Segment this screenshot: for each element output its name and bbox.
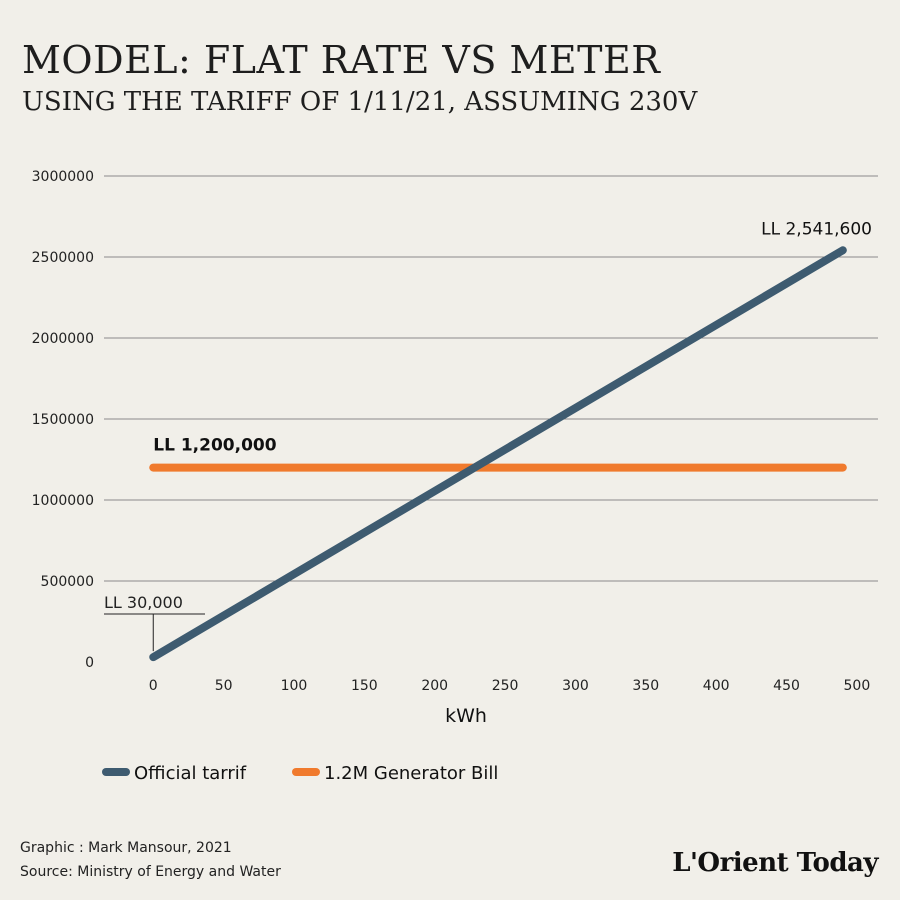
y-tick-label: 0: [85, 655, 94, 671]
x-axis-label: kWh: [445, 705, 487, 727]
y-tick-label: 1000000: [32, 493, 94, 509]
source-note: Source: Ministry of Energy and Water: [20, 864, 281, 880]
chart-title: MODEL: FLAT RATE VS METER: [22, 38, 661, 82]
x-tick-label: 200: [421, 678, 448, 694]
x-tick-label: 0: [149, 678, 158, 694]
x-tick-label: 250: [492, 678, 519, 694]
y-tick-label: 2500000: [32, 250, 94, 266]
annotation-label: LL 2,541,600: [761, 219, 872, 239]
y-tick-label: 2000000: [32, 331, 94, 347]
x-tick-label: 150: [351, 678, 378, 694]
y-tick-label: 3000000: [32, 169, 94, 185]
x-tick-label: 400: [703, 678, 730, 694]
y-tick-label: 1500000: [32, 412, 94, 428]
x-tick-label: 50: [215, 678, 233, 694]
annotation-label: LL 30,000: [104, 593, 183, 612]
legend-label: Official tarrif: [134, 763, 247, 784]
x-tick-label: 100: [281, 678, 308, 694]
x-tick-label: 450: [773, 678, 800, 694]
graphic-credit: Graphic : Mark Mansour, 2021: [20, 840, 232, 856]
chart-subtitle: USING THE TARIFF OF 1/11/21, ASSUMING 23…: [22, 87, 698, 117]
x-tick-label: 350: [632, 678, 659, 694]
x-tick-label: 300: [562, 678, 589, 694]
x-tick-label: 500: [844, 678, 871, 694]
series-line: [149, 246, 847, 662]
y-tick-label: 500000: [41, 574, 94, 590]
legend-label: 1.2M Generator Bill: [324, 763, 498, 784]
publisher-logo: L'Orient Today: [672, 848, 878, 878]
annotation-label: LL 1,200,000: [153, 436, 276, 456]
